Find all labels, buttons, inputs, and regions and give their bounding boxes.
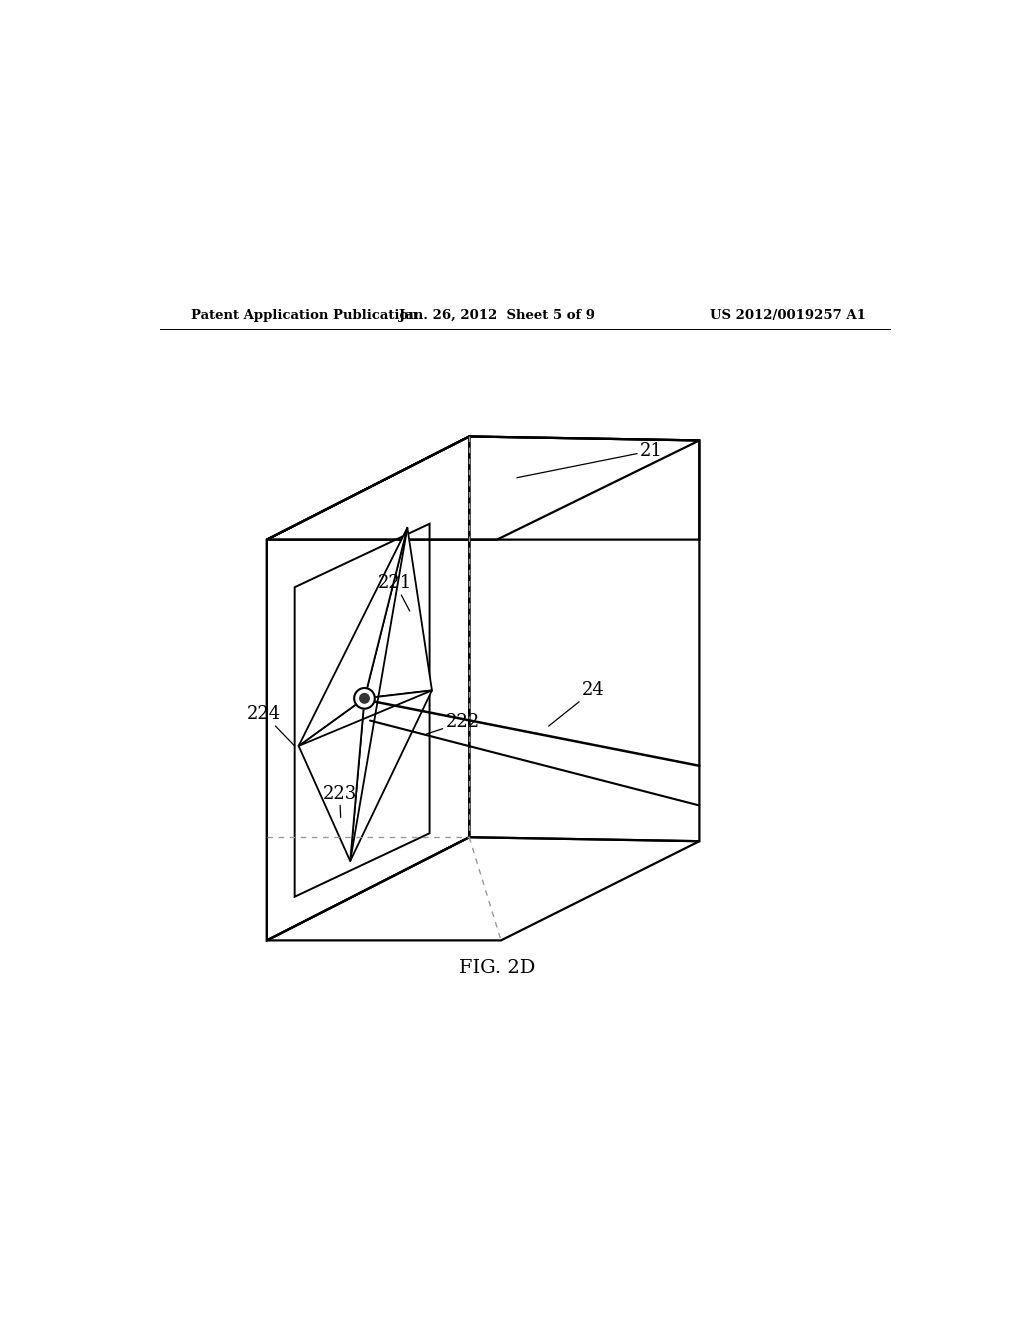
Text: US 2012/0019257 A1: US 2012/0019257 A1	[711, 309, 866, 322]
Text: 223: 223	[323, 784, 356, 817]
Text: 21: 21	[517, 442, 663, 478]
Text: 222: 222	[426, 713, 479, 734]
Text: 224: 224	[247, 705, 295, 746]
Circle shape	[354, 688, 375, 709]
Polygon shape	[299, 698, 365, 861]
Text: 221: 221	[378, 574, 413, 611]
Text: Patent Application Publication: Patent Application Publication	[191, 309, 418, 322]
Polygon shape	[299, 528, 408, 746]
Text: Jan. 26, 2012  Sheet 5 of 9: Jan. 26, 2012 Sheet 5 of 9	[399, 309, 595, 322]
Polygon shape	[365, 528, 432, 698]
Text: FIG. 2D: FIG. 2D	[459, 960, 536, 977]
Circle shape	[359, 693, 370, 704]
Text: 24: 24	[549, 681, 605, 726]
Polygon shape	[350, 690, 432, 861]
